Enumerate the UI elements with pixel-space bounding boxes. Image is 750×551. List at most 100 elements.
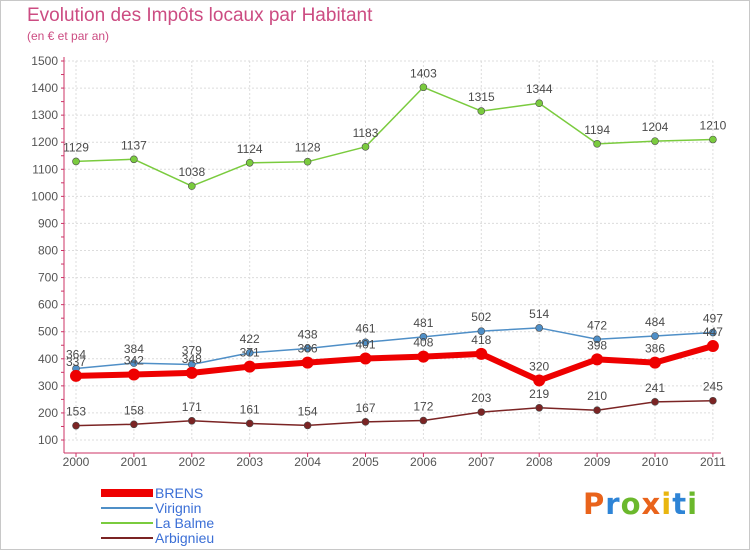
data-point xyxy=(130,420,138,429)
data-point xyxy=(709,396,717,405)
data-point xyxy=(649,356,661,369)
data-label: 161 xyxy=(240,402,260,416)
data-label: 1128 xyxy=(295,141,321,155)
x-tick-label: 2010 xyxy=(642,455,669,469)
data-label: 172 xyxy=(413,400,433,414)
data-label: 497 xyxy=(703,312,723,326)
data-label: 203 xyxy=(471,391,491,405)
legend-label: La Balme xyxy=(155,515,215,531)
data-point xyxy=(72,157,80,166)
data-label: 514 xyxy=(529,307,549,321)
y-tick-label: 1200 xyxy=(31,135,58,149)
logo-letter: i xyxy=(687,487,699,521)
x-tick-label: 2008 xyxy=(526,455,553,469)
data-point xyxy=(72,421,80,430)
data-point xyxy=(70,369,82,382)
legend-swatch xyxy=(101,507,153,509)
data-point xyxy=(651,398,659,406)
logo-letter: P xyxy=(583,487,606,521)
data-point xyxy=(419,83,428,92)
y-tick-label: 200 xyxy=(38,406,58,420)
data-label: 1194 xyxy=(584,123,610,137)
data-label: 1344 xyxy=(526,82,553,96)
data-label: 320 xyxy=(529,359,549,373)
data-label: 438 xyxy=(298,327,318,341)
data-label: 1204 xyxy=(642,120,669,134)
y-tick-label: 900 xyxy=(38,216,58,230)
y-tick-label: 700 xyxy=(38,271,58,285)
chart-subtitle: (en € et par an) xyxy=(27,29,110,43)
data-label: 154 xyxy=(298,404,318,418)
data-point xyxy=(188,182,196,190)
data-point xyxy=(419,333,428,341)
data-point xyxy=(593,335,601,344)
data-point xyxy=(245,349,254,357)
x-tick-label: 2011 xyxy=(700,455,726,469)
data-label: 418 xyxy=(471,333,491,347)
data-point xyxy=(130,359,138,367)
logo-letter: x xyxy=(641,487,662,521)
x-tick-label: 2000 xyxy=(63,455,90,469)
data-label: 408 xyxy=(413,336,433,350)
data-label: 371 xyxy=(240,346,260,360)
data-point xyxy=(361,418,370,426)
data-point xyxy=(706,340,719,353)
data-point xyxy=(535,403,544,412)
legend-swatch xyxy=(101,489,153,497)
logo-letter: r xyxy=(605,487,621,521)
x-tick-label: 2001 xyxy=(121,455,148,469)
data-point xyxy=(245,419,254,428)
x-tick-label: 2004 xyxy=(294,455,321,469)
y-tick-label: 300 xyxy=(38,379,58,393)
data-label: 502 xyxy=(471,310,491,324)
data-point xyxy=(477,107,486,115)
legend-label: Arbignieu xyxy=(155,530,215,546)
data-label: 386 xyxy=(298,342,318,356)
x-tick-label: 2005 xyxy=(352,455,379,469)
logo-letter: i xyxy=(661,487,673,521)
y-tick-label: 1400 xyxy=(31,81,58,95)
legend-label: Virignin xyxy=(155,500,202,516)
data-point xyxy=(591,353,604,366)
data-point xyxy=(477,408,486,416)
data-label: 348 xyxy=(182,352,202,366)
data-point xyxy=(185,366,198,379)
proxiti-logo: Proxiti xyxy=(583,487,698,521)
data-label: 472 xyxy=(587,318,607,332)
data-point xyxy=(243,360,256,373)
data-point xyxy=(651,137,659,145)
data-point xyxy=(477,327,486,335)
tick-labels: 100 200 300 400 500 600 700 800 900 1000 1100 1200 1… xyxy=(31,54,726,469)
data-point xyxy=(361,338,370,347)
data-labels: 337 342 348 371 386 401 408 418 320 398 386 447 364 3… xyxy=(63,66,726,418)
legend-swatch xyxy=(101,537,153,539)
data-point xyxy=(533,374,546,387)
axes xyxy=(61,57,721,457)
y-tick-label: 100 xyxy=(38,433,58,447)
y-tick-label: 1000 xyxy=(31,189,58,203)
y-tick-label: 1100 xyxy=(32,162,58,176)
y-tick-label: 800 xyxy=(38,244,58,258)
data-point xyxy=(475,347,488,360)
data-label: 1183 xyxy=(353,126,379,140)
y-tick-label: 1500 xyxy=(31,54,58,68)
data-point xyxy=(301,356,314,369)
data-label: 210 xyxy=(587,389,607,403)
data-label: 153 xyxy=(66,405,86,419)
data-point xyxy=(303,344,312,353)
data-point xyxy=(127,368,140,381)
y-tick-label: 400 xyxy=(38,352,58,366)
data-label: 401 xyxy=(355,338,375,352)
data-label: 386 xyxy=(645,342,665,356)
x-tick-label: 2007 xyxy=(468,455,495,469)
data-label: 1137 xyxy=(121,138,147,152)
data-label: 484 xyxy=(645,315,665,329)
data-label: 158 xyxy=(124,403,144,417)
data-label: 241 xyxy=(645,381,665,395)
data-point xyxy=(303,421,312,430)
data-label: 219 xyxy=(529,387,549,401)
y-tick-label: 1300 xyxy=(31,108,58,122)
logo-letter: o xyxy=(620,487,642,521)
